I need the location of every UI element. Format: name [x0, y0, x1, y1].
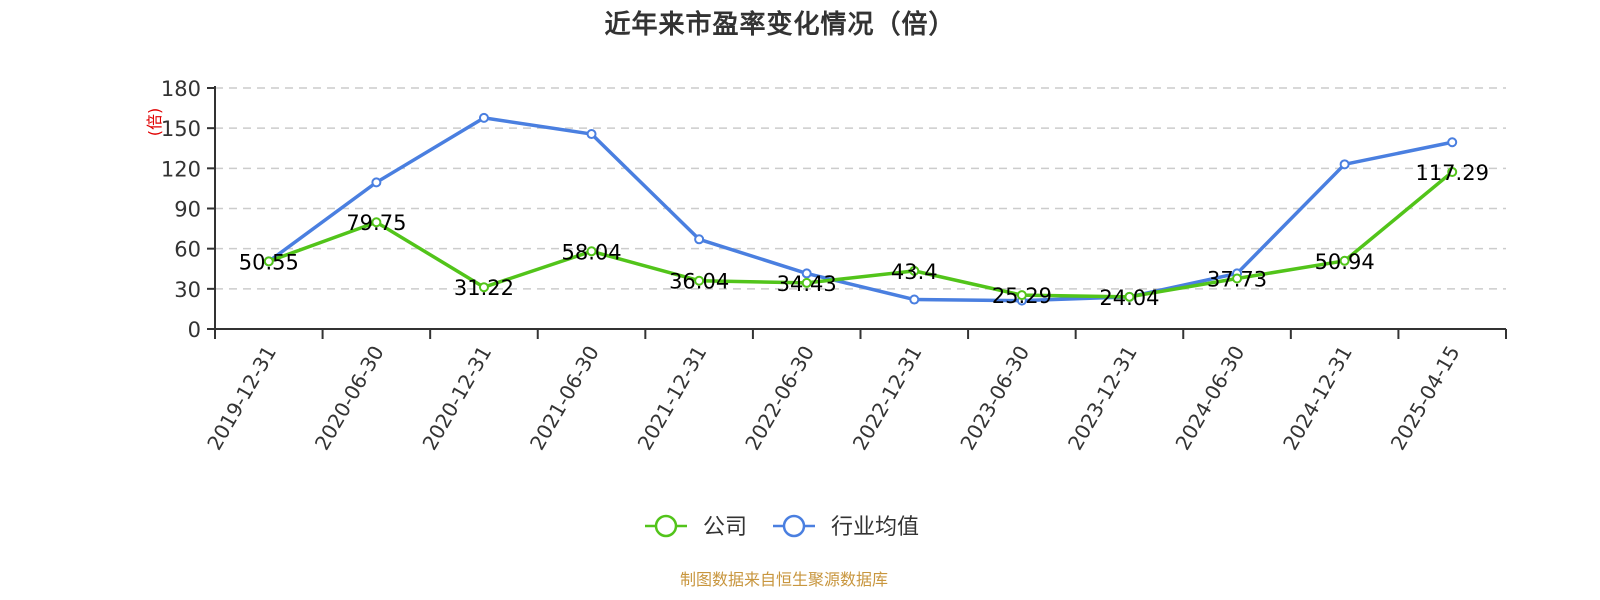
- data-point[interactable]: [801, 277, 812, 288]
- data-point[interactable]: [586, 246, 597, 257]
- x-tick-label: 2022-06-30: [740, 342, 819, 455]
- y-tick-label: 60: [174, 238, 201, 262]
- x-tick-label: 2021-12-31: [633, 342, 712, 455]
- legend-circle-icon: [654, 514, 678, 538]
- data-point[interactable]: [1232, 273, 1243, 284]
- y-tick-label: 90: [174, 198, 201, 222]
- data-label: 25.29: [992, 284, 1052, 308]
- data-label: 24.04: [1099, 286, 1159, 310]
- data-point[interactable]: [694, 234, 705, 245]
- data-point[interactable]: [478, 282, 489, 293]
- data-point[interactable]: [909, 265, 920, 276]
- data-label: 117.29: [1415, 161, 1488, 185]
- data-source-note: 制图数据来自恒生聚源数据库: [679, 570, 888, 589]
- data-point[interactable]: [1339, 255, 1350, 266]
- grid-lines: [215, 87, 1506, 290]
- data-point[interactable]: [371, 177, 382, 188]
- x-tick-label: 2022-12-31: [848, 342, 927, 455]
- series-lines: [263, 112, 1458, 306]
- data-label: 34.43: [777, 272, 837, 296]
- data-point[interactable]: [263, 256, 274, 267]
- chart-title: 近年来市盈率变化情况（倍）: [604, 10, 956, 40]
- x-tick-label: 2019-12-31: [202, 342, 281, 455]
- y-tick-label: 180: [161, 77, 201, 101]
- y-axis: 0 30 60 90 120 150 180: [161, 77, 216, 342]
- x-tick-label: 2020-12-31: [417, 342, 496, 455]
- industry-line: [267, 116, 1453, 303]
- data-label: 36.04: [669, 270, 729, 294]
- y-tick-label: 150: [161, 117, 201, 141]
- x-tick-label: 2020-06-30: [310, 342, 389, 455]
- data-point[interactable]: [1124, 291, 1135, 302]
- data-label: 50.94: [1315, 250, 1375, 274]
- legend-item-industry[interactable]: 行业均值: [773, 514, 919, 540]
- legend-item-company[interactable]: 公司: [645, 514, 747, 540]
- data-labels: 50.55 79.75 31.22 58.04 36.04 34.43 43.4 25.29 2…: [239, 161, 1489, 310]
- y-tick-label: 30: [174, 278, 201, 302]
- data-label: 50.55: [239, 250, 299, 274]
- data-point[interactable]: [801, 268, 812, 279]
- data-label: 43.4: [891, 260, 938, 284]
- data-point[interactable]: [478, 112, 489, 123]
- data-label: 58.04: [561, 240, 621, 264]
- legend-circle-icon: [782, 514, 806, 538]
- legend-label: 公司: [703, 515, 747, 540]
- data-label: 37.73: [1207, 267, 1267, 291]
- x-tick-label: 2023-06-30: [955, 342, 1034, 455]
- y-tick-label: 120: [161, 157, 201, 181]
- x-tick-label: 2025-04-15: [1386, 342, 1465, 455]
- y-axis-unit-label: (倍): [145, 108, 164, 137]
- data-point[interactable]: [1447, 137, 1458, 148]
- data-point[interactable]: [909, 294, 920, 305]
- x-tick-label: 2021-06-30: [525, 342, 604, 455]
- x-tick-label: 2023-12-31: [1063, 342, 1142, 455]
- x-tick-label: 2024-12-31: [1278, 342, 1357, 455]
- x-axis: 2019-12-31 2020-06-30 2020-12-31 2021-06-30…: [202, 328, 1507, 455]
- data-point[interactable]: [1016, 290, 1027, 301]
- data-label: 79.75: [346, 211, 406, 235]
- data-label: 31.22: [454, 276, 514, 300]
- x-tick-label: 2024-06-30: [1170, 342, 1249, 455]
- company-line: [268, 170, 1454, 299]
- data-point[interactable]: [371, 217, 382, 228]
- legend-label: 行业均值: [831, 515, 919, 540]
- data-point[interactable]: [586, 129, 597, 140]
- y-tick-label: 0: [188, 318, 201, 342]
- data-point[interactable]: [1447, 166, 1458, 177]
- data-point[interactable]: [694, 275, 705, 286]
- data-point[interactable]: [1339, 159, 1350, 170]
- legend: 公司 行业均值: [645, 514, 919, 540]
